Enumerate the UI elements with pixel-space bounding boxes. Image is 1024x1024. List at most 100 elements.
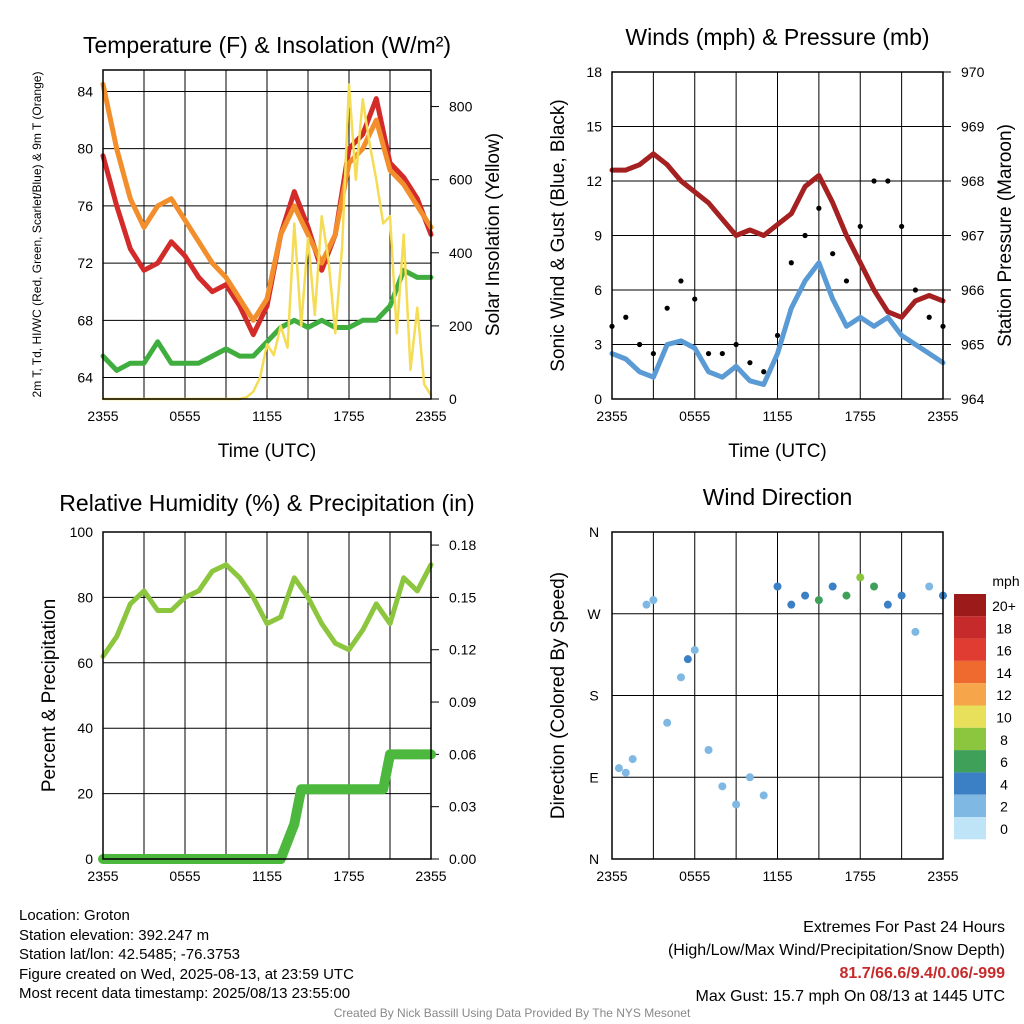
gust-point <box>733 341 739 348</box>
x-tick-label: 2355 <box>415 408 446 424</box>
legend-label: 18 <box>996 620 1012 636</box>
y2-tick-label: 0.15 <box>449 589 476 605</box>
direction-point <box>842 591 851 600</box>
x-tick-label: 1155 <box>762 408 792 424</box>
extremes-subtitle: (High/Low/Max Wind/Precipitation/Snow De… <box>667 942 1005 959</box>
speed-legend: mph 20+ 18 16 14 12 10 8 6 4 2 0 <box>954 573 1020 840</box>
y2-tick-label: 800 <box>449 99 473 115</box>
y2-tick-label: 970 <box>961 64 985 80</box>
x-tick-label: 0555 <box>679 408 710 424</box>
legend-swatch <box>954 594 986 617</box>
credit-text: Created By Nick Bassill Using Data Provi… <box>333 1006 691 1020</box>
gust-point <box>623 314 629 320</box>
location-text: Location: Groton <box>19 907 130 924</box>
y-tick-label: 80 <box>77 589 93 605</box>
legend-title: mph <box>992 573 1019 589</box>
chart-title: Winds (mph) & Pressure (mb) <box>625 24 929 50</box>
y2-tick-label: 600 <box>449 172 473 188</box>
direction-point <box>814 596 823 605</box>
y2-axis-label: Solar Insolation (Yellow) <box>483 133 504 336</box>
y-tick-label: 0 <box>85 851 93 867</box>
direction-point <box>676 673 685 682</box>
gust-point <box>719 350 725 357</box>
legend-swatch <box>954 660 986 684</box>
created-text: Figure created on Wed, 2025-08-13, at 23… <box>19 965 354 983</box>
y-tick-label: E <box>589 769 598 785</box>
gust-point <box>636 341 643 348</box>
x-axis-label: Time (UTC) <box>218 441 317 462</box>
x-tick-label: 0555 <box>169 868 200 884</box>
legend-swatch <box>954 772 986 795</box>
y-tick-label: 40 <box>77 720 93 736</box>
extremes-title: Extremes For Past 24 Hours <box>803 919 1005 936</box>
legend-label: 8 <box>1000 732 1008 748</box>
x-tick-label: 2355 <box>87 868 118 884</box>
legend-label: 10 <box>996 710 1012 726</box>
direction-point <box>759 791 768 800</box>
plot-frame <box>102 69 432 400</box>
y-tick-label: 20 <box>77 786 93 802</box>
gust-point <box>816 205 822 211</box>
direction-point <box>745 773 754 782</box>
gust-point <box>830 251 836 257</box>
y-tick-label: S <box>589 688 598 704</box>
gust-point <box>857 223 863 230</box>
legend-swatch <box>954 683 986 706</box>
y-tick-label: 76 <box>77 198 93 214</box>
direction-point <box>925 582 934 591</box>
legend-label: 12 <box>996 687 1012 703</box>
series-line <box>100 81 434 323</box>
series-line <box>100 562 434 659</box>
y2-axis-label: Station Pressure (Maroon) <box>995 124 1016 347</box>
gust-point <box>912 287 919 293</box>
direction-point <box>628 755 637 764</box>
y2-tick-label: 968 <box>961 173 985 189</box>
y2-tick-label: 0.03 <box>449 799 476 815</box>
y2-tick-label: 0.00 <box>449 851 476 867</box>
direction-point <box>642 600 651 609</box>
x-tick-label: 2355 <box>415 868 446 884</box>
plot-frame <box>102 531 432 860</box>
extremes-info: Extremes For Past 24 Hours (High/Low/Max… <box>668 916 1005 1008</box>
y-tick-label: 80 <box>77 141 93 157</box>
direction-point <box>683 655 692 664</box>
y2-tick-label: 0.06 <box>449 746 476 762</box>
gust-point <box>926 314 932 320</box>
chart-2: Winds (mph) & Pressure (mb) 2355 0555 1155 1… <box>548 24 1016 462</box>
legend-label: 4 <box>1000 776 1008 792</box>
series-line <box>609 260 946 387</box>
y-axis-label: Sonic Wind & Gust (Blue, Black) <box>548 99 569 371</box>
y-tick-label: 0 <box>594 391 602 407</box>
x-tick-label: 1755 <box>845 868 876 884</box>
y-axis-label: Direction (Colored By Speed) <box>548 572 569 819</box>
y-tick-label: 68 <box>77 312 93 328</box>
gust-point <box>664 305 670 311</box>
x-tick-label: 1755 <box>845 408 876 424</box>
series-line <box>101 83 433 401</box>
gust-point <box>692 296 698 302</box>
direction-point <box>718 782 727 791</box>
y-tick-label: 6 <box>594 282 602 298</box>
chart-title: Wind Direction <box>703 484 853 510</box>
direction-point <box>663 718 672 727</box>
x-tick-label: 2355 <box>596 408 627 424</box>
chart-1: Temperature (F) & Insolation (W/m²)2355 0… <box>30 32 504 462</box>
legend-label: 14 <box>996 665 1012 681</box>
direction-point <box>787 600 796 609</box>
y-tick-label: 100 <box>70 524 94 540</box>
gust-point <box>871 178 877 184</box>
x-tick-label: 1155 <box>252 408 282 424</box>
x-tick-label: 2355 <box>927 408 958 424</box>
y-tick-label: 64 <box>77 370 93 386</box>
direction-point <box>690 646 699 655</box>
gust-point <box>678 278 684 284</box>
legend-swatch <box>954 750 986 773</box>
legend-label: 6 <box>1000 754 1008 770</box>
y-tick-label: 15 <box>586 119 602 135</box>
gust-point <box>802 232 808 239</box>
direction-point <box>897 591 906 600</box>
legend-label: 20+ <box>992 598 1016 614</box>
y-tick-label: W <box>587 606 601 622</box>
